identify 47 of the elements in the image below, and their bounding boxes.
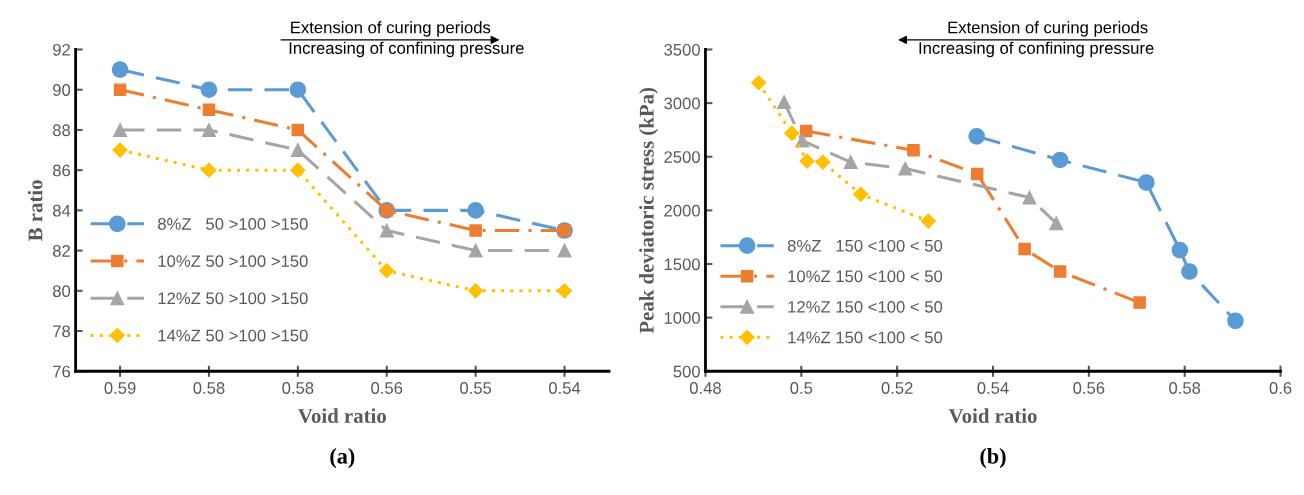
y-tick-label: 86	[52, 164, 71, 177]
y-tick-label: 3000	[664, 97, 700, 110]
x-tick-label: 0.58	[193, 382, 225, 394]
y-tick-label: 1500	[664, 258, 700, 271]
text: Extension of curing periods	[948, 21, 1148, 37]
y-tick-label: 88	[52, 124, 71, 137]
legend-label: 14%Z 150 <100 < 50	[788, 331, 943, 344]
annotation: Increasing of confining pressure	[919, 41, 1154, 58]
y-tick-label: 90	[53, 84, 71, 96]
legend-label: 8%Z 50 >100 >150	[158, 218, 308, 230]
x-tick-label: 0.55	[460, 382, 492, 394]
x-tick-label: 0.58	[282, 382, 314, 394]
x-tick-label: 0.54	[548, 382, 581, 394]
x-tick-label: 0.52	[881, 382, 913, 394]
y-tick-label: 78	[53, 325, 71, 338]
y-tick-label: 500	[673, 365, 700, 378]
y-tick-label: 1000	[664, 312, 700, 324]
text: Extension of curing periods	[291, 21, 491, 37]
y-tick-label: 92	[53, 43, 70, 56]
legend-label: 12%Z 50 >100 >150	[158, 292, 308, 305]
y-tick-label: 82	[52, 244, 70, 257]
annotation: Increasing of confining pressure	[289, 41, 524, 58]
x-tick-label: 0.58	[1169, 382, 1201, 394]
x-tick-label: 0.5	[790, 382, 813, 394]
x-tick-label: 0.6	[1269, 382, 1292, 394]
y-tick-label: 2500	[664, 151, 700, 163]
y-axis-title: Peak deviatoric stress (kPa)	[639, 87, 658, 334]
y-tick-label: 3500	[664, 43, 700, 56]
legend-label: 10%Z 50 >100 >150	[158, 255, 308, 268]
x-tick-label: 0.48	[689, 382, 721, 394]
y-tick-label: 80	[52, 285, 71, 298]
x-axis-title: Void ratio	[298, 408, 386, 424]
x-tick-label: 0.56	[1073, 382, 1105, 394]
y-tick-label: 76	[53, 365, 71, 378]
y-axis-title: B ratio	[27, 180, 43, 241]
legend-label: 10%Z 150 <100 < 50	[788, 270, 943, 283]
y-tick-label: 2000	[664, 204, 700, 217]
text: (b)	[980, 448, 1006, 469]
legend-label: 14%Z 50 >100 >150	[158, 329, 308, 342]
x-tick-label: 0.59	[104, 382, 136, 394]
legend-label: 12%Z 150 <100 < 50	[788, 300, 943, 313]
text: (a)	[330, 448, 355, 469]
x-tick-label: 0.56	[371, 382, 403, 394]
x-tick-label: 0.54	[977, 382, 1009, 394]
x-axis-title: Void ratio	[948, 408, 1037, 424]
y-tick-label: 84	[52, 204, 71, 217]
legend-label: 8%Z 150 <100 < 50	[787, 239, 943, 252]
